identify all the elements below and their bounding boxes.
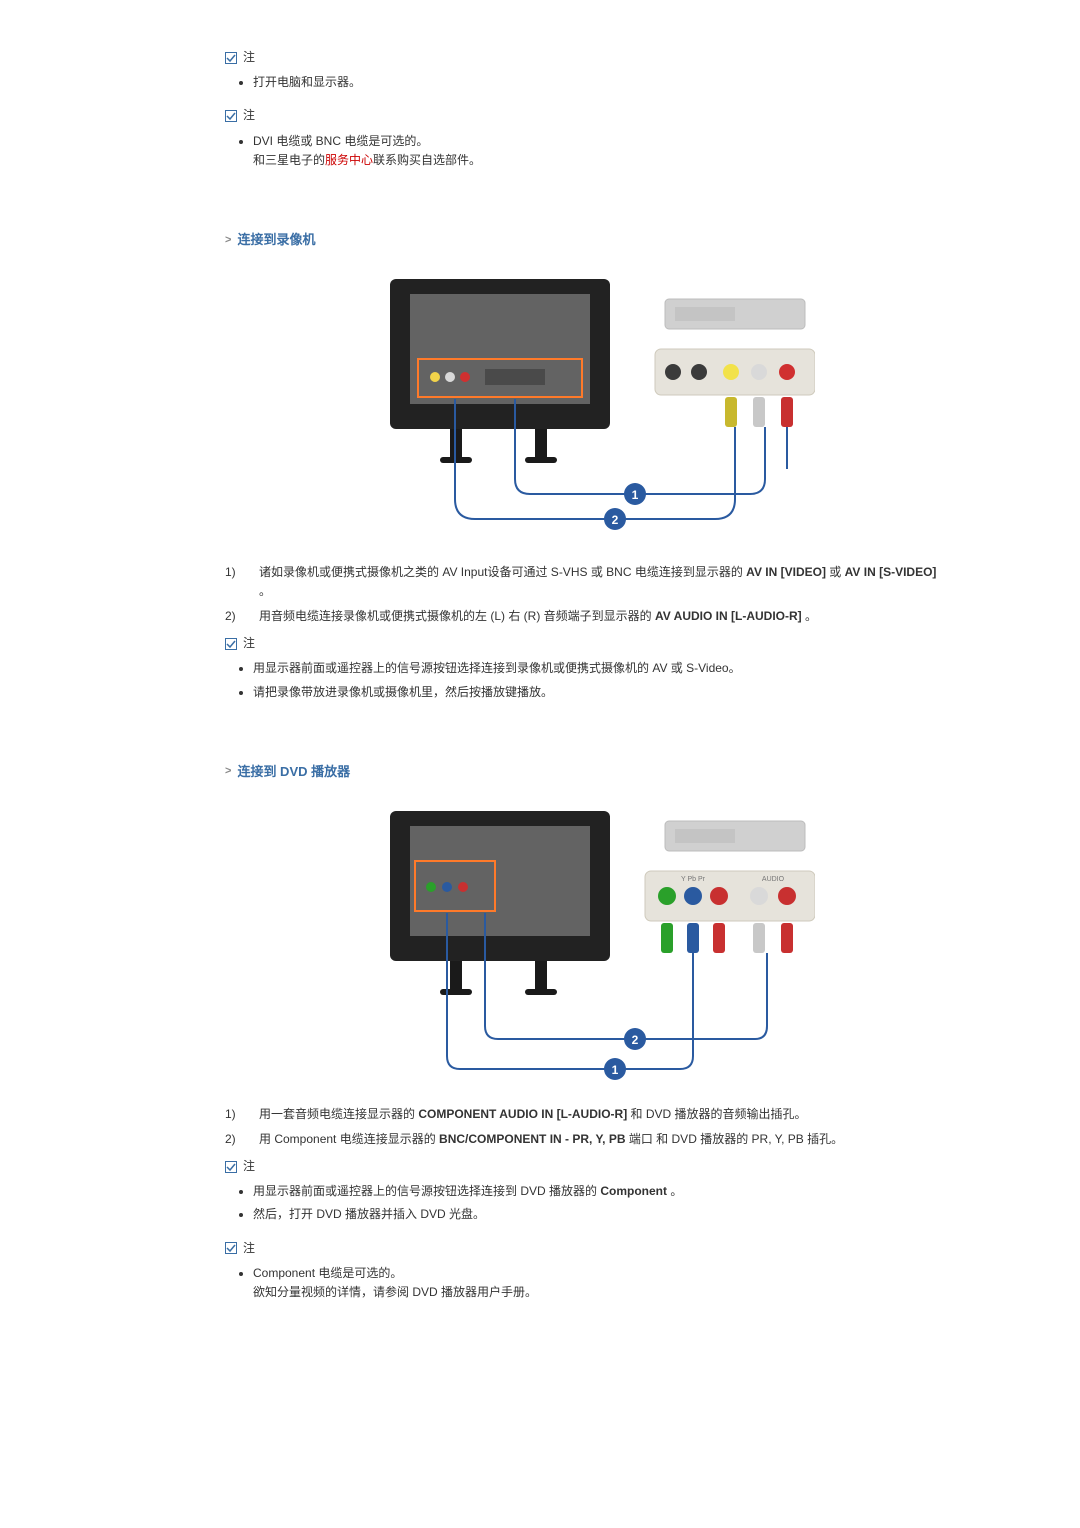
list-item: 用显示器前面或遥控器上的信号源按钮选择连接到 DVD 播放器的 Componen… (253, 1182, 945, 1201)
bullet-list: DVI 电缆或 BNC 电缆是可选的。 和三星电子的服务中心联系购买自选部件。 (225, 132, 945, 170)
step-1: 1) 诸如录像机或便携式摄像机之类的 AV Input设备可通过 S-VHS 或… (225, 563, 945, 601)
text: 联系购买自选部件。 (373, 153, 481, 167)
dvd-connection-diagram: Y Pb Pr AUDIO 2 1 (355, 801, 815, 1081)
bold-text: AV IN [VIDEO] (746, 565, 826, 579)
note-label: 注 (243, 634, 255, 653)
step-text: 用一套音频电缆连接显示器的 COMPONENT AUDIO IN [L-AUDI… (259, 1105, 807, 1124)
text: 和 DVD 播放器的音频输出插孔。 (627, 1107, 806, 1121)
bullet-list: Component 电缆是可选的。 欲知分量视频的详情，请参阅 DVD 播放器用… (225, 1264, 945, 1302)
note-icon (225, 1242, 237, 1254)
service-center-link[interactable]: 服务中心 (325, 153, 373, 167)
bullet-list: 用显示器前面或遥控器上的信号源按钮选择连接到录像机或便携式摄像机的 AV 或 S… (225, 659, 945, 701)
svg-text:Y Pb Pr: Y Pb Pr (681, 876, 706, 883)
text: 用音频电缆连接录像机或便携式摄像机的左 (L) 右 (R) 音频端子到显示器的 (259, 609, 655, 623)
note-icon (225, 110, 237, 122)
text: 或 (826, 565, 845, 579)
bold-text: COMPONENT AUDIO IN [L-AUDIO-R] (418, 1107, 627, 1121)
note-row: 注 (225, 1157, 945, 1176)
note-icon (225, 1161, 237, 1173)
note-icon (225, 638, 237, 650)
text: 用一套音频电缆连接显示器的 (259, 1107, 418, 1121)
svg-text:1: 1 (612, 1063, 619, 1077)
list-item: 用显示器前面或遥控器上的信号源按钮选择连接到录像机或便携式摄像机的 AV 或 S… (253, 659, 945, 678)
note-row: 注 (225, 48, 945, 67)
section-title: 连接到 DVD 播放器 (237, 762, 350, 783)
text: 。 (802, 609, 817, 623)
text: 。 (259, 584, 271, 598)
list-item: 然后，打开 DVD 播放器并插入 DVD 光盘。 (253, 1205, 945, 1224)
text: DVI 电缆或 BNC 电缆是可选的。 (253, 134, 428, 148)
step-index: 2) (225, 1130, 245, 1149)
chevron-icon: > (225, 232, 231, 250)
chevron-icon: > (225, 763, 231, 781)
note-row: 注 (225, 1239, 945, 1258)
vcr-connection-diagram: 1 2 (355, 269, 815, 539)
step-text: 用音频电缆连接录像机或便携式摄像机的左 (L) 右 (R) 音频端子到显示器的 … (259, 607, 817, 626)
note-row: 注 (225, 634, 945, 653)
svg-text:AUDIO: AUDIO (762, 876, 785, 883)
text: 欲知分量视频的详情，请参阅 DVD 播放器用户手册。 (253, 1285, 537, 1299)
diagram-vcr: 1 2 (225, 269, 945, 539)
text: 用显示器前面或遥控器上的信号源按钮选择连接到 DVD 播放器的 (253, 1184, 600, 1198)
list-item: Component 电缆是可选的。 欲知分量视频的详情，请参阅 DVD 播放器用… (253, 1264, 945, 1302)
page-content: 注 打开电脑和显示器。 注 DVI 电缆或 BNC 电缆是可选的。 和三星电子的… (225, 48, 945, 1302)
list-item: DVI 电缆或 BNC 电缆是可选的。 和三星电子的服务中心联系购买自选部件。 (253, 132, 945, 170)
step-index: 1) (225, 1105, 245, 1124)
text: 用 Component 电缆连接显示器的 (259, 1132, 439, 1146)
section-title: 连接到录像机 (237, 230, 315, 251)
step-text: 用 Component 电缆连接显示器的 BNC/COMPONENT IN - … (259, 1130, 843, 1149)
list-item: 请把录像带放进录像机或摄像机里，然后按播放键播放。 (253, 683, 945, 702)
text: Component 电缆是可选的。 (253, 1266, 402, 1280)
note-label: 注 (243, 1239, 255, 1258)
note-icon (225, 52, 237, 64)
list-item: 打开电脑和显示器。 (253, 73, 945, 92)
bullet-list: 打开电脑和显示器。 (225, 73, 945, 92)
step-text: 诸如录像机或便携式摄像机之类的 AV Input设备可通过 S-VHS 或 BN… (259, 563, 945, 601)
svg-text:2: 2 (632, 1033, 639, 1047)
bold-text: AV AUDIO IN [L-AUDIO-R] (655, 609, 802, 623)
step-2: 2) 用音频电缆连接录像机或便携式摄像机的左 (L) 右 (R) 音频端子到显示… (225, 607, 945, 626)
note-label: 注 (243, 106, 255, 125)
step-1: 1) 用一套音频电缆连接显示器的 COMPONENT AUDIO IN [L-A… (225, 1105, 945, 1124)
step-index: 2) (225, 607, 245, 626)
section-heading-dvd: > 连接到 DVD 播放器 (225, 762, 945, 783)
note-label: 注 (243, 1157, 255, 1176)
step-index: 1) (225, 563, 245, 601)
numbered-list: 1) 用一套音频电缆连接显示器的 COMPONENT AUDIO IN [L-A… (225, 1105, 945, 1149)
bold-text: AV IN [S-VIDEO] (845, 565, 937, 579)
bullet-list: 用显示器前面或遥控器上的信号源按钮选择连接到 DVD 播放器的 Componen… (225, 1182, 945, 1224)
svg-text:2: 2 (612, 513, 619, 527)
diagram-dvd: Y Pb Pr AUDIO 2 1 (225, 801, 945, 1081)
text: 和三星电子的 (253, 153, 325, 167)
step-2: 2) 用 Component 电缆连接显示器的 BNC/COMPONENT IN… (225, 1130, 945, 1149)
note-row: 注 (225, 106, 945, 125)
svg-text:1: 1 (632, 488, 639, 502)
note-label: 注 (243, 48, 255, 67)
numbered-list: 1) 诸如录像机或便携式摄像机之类的 AV Input设备可通过 S-VHS 或… (225, 563, 945, 627)
text: 端口 和 DVD 播放器的 PR, Y, PB 插孔。 (626, 1132, 844, 1146)
text: 诸如录像机或便携式摄像机之类的 AV Input设备可通过 S-VHS 或 BN… (259, 565, 746, 579)
bold-text: Component (600, 1184, 667, 1198)
bold-text: BNC/COMPONENT IN - PR, Y, PB (439, 1132, 625, 1146)
text: 。 (667, 1184, 682, 1198)
section-heading-vcr: > 连接到录像机 (225, 230, 945, 251)
